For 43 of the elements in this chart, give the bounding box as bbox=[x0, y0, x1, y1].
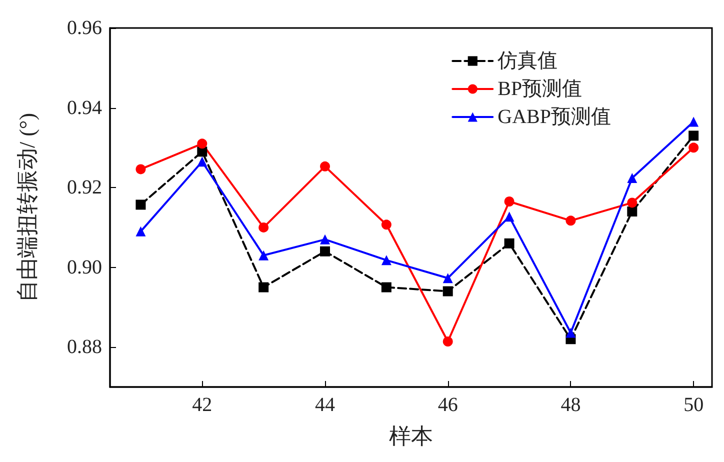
y-tick-label: 0.92 bbox=[67, 176, 102, 199]
x-tick-label: 44 bbox=[315, 394, 335, 416]
point bbox=[504, 212, 514, 222]
point bbox=[688, 116, 699, 127]
point bbox=[688, 130, 699, 141]
point bbox=[627, 198, 638, 208]
x-tick-label: 46 bbox=[438, 394, 458, 416]
x-tick-label: 50 bbox=[684, 394, 704, 416]
point bbox=[627, 172, 638, 183]
point bbox=[197, 156, 208, 167]
x-axis-title: 样本 bbox=[389, 424, 433, 448]
point bbox=[381, 220, 392, 230]
point bbox=[566, 216, 576, 226]
x-tick-label: 48 bbox=[560, 394, 581, 416]
legend-label: 仿真值 bbox=[496, 50, 558, 72]
point bbox=[442, 336, 453, 347]
point bbox=[381, 255, 392, 266]
point bbox=[627, 206, 638, 216]
y-tick-label: 0.96 bbox=[67, 17, 102, 39]
point bbox=[320, 246, 330, 256]
point bbox=[504, 238, 514, 248]
point bbox=[320, 234, 330, 244]
legend-label: BP预测值 bbox=[498, 78, 582, 100]
legend-label: GABP预测值 bbox=[498, 106, 612, 128]
point bbox=[258, 222, 269, 232]
point bbox=[136, 226, 146, 236]
point bbox=[566, 328, 576, 338]
point bbox=[136, 200, 146, 210]
point bbox=[442, 273, 453, 284]
point bbox=[504, 196, 514, 207]
y-axis-title: 自由端扭转振动/ (°) bbox=[14, 112, 40, 302]
y-tick-label: 0.88 bbox=[67, 336, 102, 358]
y-tick-label: 0.90 bbox=[67, 256, 102, 278]
point bbox=[258, 250, 269, 260]
point bbox=[381, 282, 392, 292]
point bbox=[136, 164, 146, 174]
point bbox=[258, 282, 269, 292]
point bbox=[197, 138, 208, 149]
point bbox=[320, 161, 330, 172]
x-tick-label: 42 bbox=[192, 394, 212, 416]
point bbox=[688, 142, 699, 153]
y-tick-label: 0.94 bbox=[67, 96, 102, 119]
point bbox=[442, 286, 453, 296]
